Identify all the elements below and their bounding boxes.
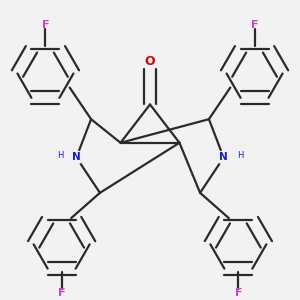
- Text: F: F: [58, 288, 65, 298]
- Text: N: N: [219, 152, 228, 163]
- Text: F: F: [42, 20, 49, 30]
- Text: F: F: [235, 288, 242, 298]
- Circle shape: [70, 151, 83, 164]
- Text: O: O: [145, 55, 155, 68]
- Text: N: N: [72, 152, 81, 163]
- Text: H: H: [57, 151, 63, 160]
- Circle shape: [217, 151, 230, 164]
- Text: H: H: [237, 151, 243, 160]
- Text: F: F: [251, 20, 258, 30]
